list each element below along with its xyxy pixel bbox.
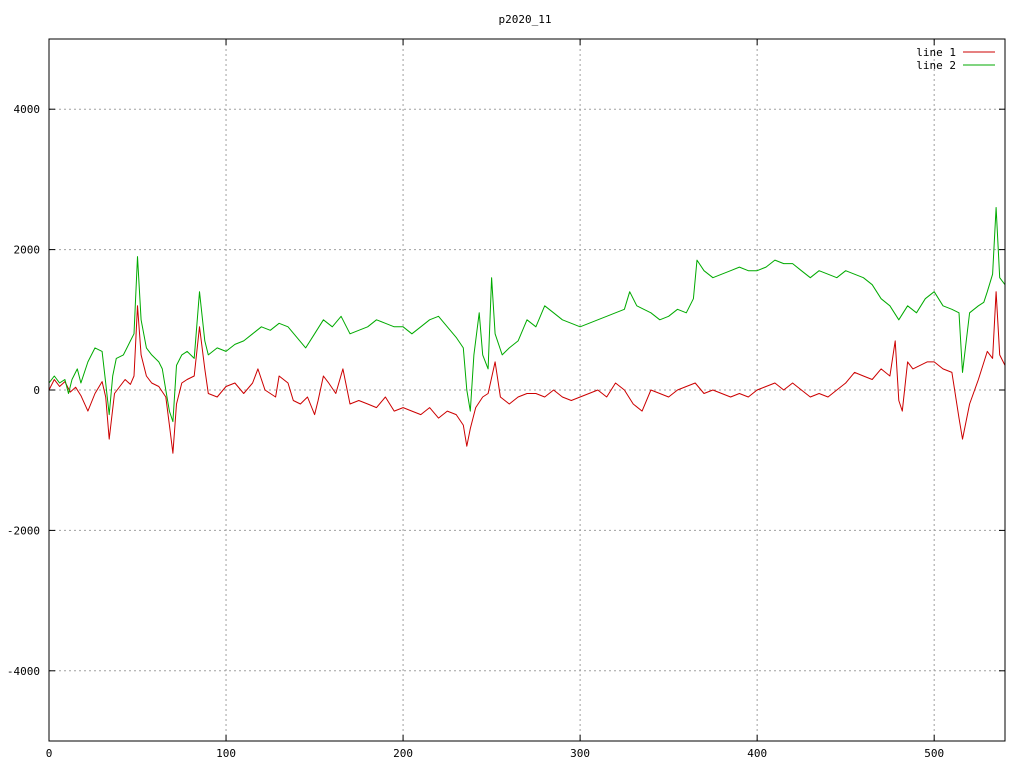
- legend-label-1: line 1: [916, 46, 956, 59]
- x-tick-label: 500: [924, 747, 944, 760]
- legend-label-2: line 2: [916, 59, 956, 72]
- y-tick-label: 2000: [14, 244, 41, 257]
- x-tick-label: 0: [46, 747, 53, 760]
- grid-lines: [49, 39, 1005, 741]
- y-tick-label: -2000: [7, 524, 40, 537]
- y-tick-label: -4000: [7, 665, 40, 678]
- series-line-2: [48, 207, 1006, 423]
- y-tick-label: 4000: [14, 103, 41, 116]
- x-tick-label: 100: [216, 747, 236, 760]
- series-lines: [48, 207, 1006, 454]
- series-line-1: [48, 291, 1006, 454]
- x-tick-label: 300: [570, 747, 590, 760]
- chart-title: p2020_11: [499, 13, 552, 26]
- x-tick-label: 400: [747, 747, 767, 760]
- axis-ticks: 0 100 200 300 400 500 -4000 -2000 0 2000 4000: [7, 39, 1005, 760]
- y-tick-label: 0: [33, 384, 40, 397]
- x-tick-label: 200: [393, 747, 413, 760]
